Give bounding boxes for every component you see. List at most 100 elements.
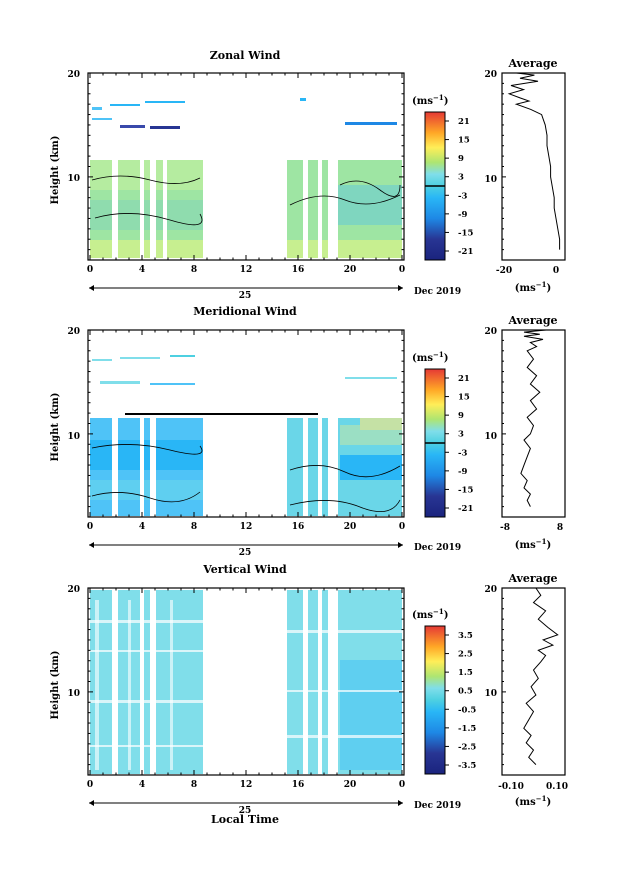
zonal-heatmap [90, 98, 402, 260]
meridional-xtick-6: 0 [399, 522, 405, 532]
zonal-avg-xlabel: (ms−1) [515, 280, 551, 294]
vertical-xtick-2: 8 [191, 780, 197, 790]
zonal-panel: Zonal Wind [50, 49, 566, 301]
vertical-unit-label: (ms−1) [412, 607, 448, 621]
vertical-colorbar-tick-0: 3.5 [458, 631, 473, 641]
zonal-colorbar: (ms−1) 21 15 9 3 -3 -9 -15 -21 [412, 93, 473, 261]
meridional-colorbar: (ms−1) 21 15 9 3 -3 -9 -15 -21 [412, 350, 473, 518]
zonal-avg-title: Average [507, 57, 557, 70]
zonal-xtick-3: 12 [240, 265, 253, 275]
meridional-colorbar-tick-7: -21 [458, 504, 473, 514]
zonal-colorbar-tick-0: 21 [458, 117, 470, 127]
meridional-ytick-20: 20 [67, 327, 80, 337]
zonal-avg-xtick-left: -20 [496, 266, 512, 276]
meridional-avg-xtick-left: -8 [500, 523, 510, 533]
zonal-xtick-4: 16 [292, 265, 305, 275]
zonal-ytick-20: 20 [67, 70, 80, 80]
meridional-xtick-2: 8 [191, 522, 197, 532]
meridional-unit-label: (ms−1) [412, 350, 448, 364]
zonal-avg-ytick-20: 20 [484, 70, 497, 80]
zonal-date-bar: 25 Dec 2019 [89, 285, 461, 301]
vertical-ytick-20: 20 [67, 585, 80, 595]
zonal-xtick-1: 4 [139, 265, 145, 275]
meridional-ylabel: Height (km) [50, 393, 61, 462]
meridional-avg-title: Average [507, 314, 557, 327]
zonal-colorbar-tick-7: -21 [458, 247, 473, 257]
vertical-colorbar-tick-3: 0.5 [458, 687, 473, 697]
vertical-colorbar-tick-5: -1.5 [458, 724, 476, 734]
vertical-heatmap [90, 590, 402, 774]
meridional-avg-ytick-20: 20 [484, 327, 497, 337]
meridional-avg-ytick-10: 10 [484, 432, 497, 442]
vertical-xtick-3: 12 [240, 780, 253, 790]
meridional-average-profile: Average 20 10 -8 8 (ms−1) [484, 314, 566, 551]
meridional-colorbar-tick-5: -9 [458, 467, 468, 477]
meridional-xtick-4: 16 [292, 522, 305, 532]
vertical-colorbar-tick-2: 1.5 [458, 668, 473, 678]
zonal-ytick-10: 10 [67, 174, 80, 184]
vertical-title: Vertical Wind [202, 563, 287, 576]
zonal-colorbar-tick-6: -15 [458, 228, 473, 238]
vertical-panel: Vertical Wind 0 4 8 12 16 20 0 20 10 Heigh [50, 563, 568, 826]
meridional-date-bar: 25 Dec 2019 [89, 542, 461, 558]
zonal-xtick-2: 8 [191, 265, 197, 275]
meridional-heatmap [90, 355, 402, 518]
zonal-date-label: Dec 2019 [414, 287, 461, 297]
zonal-colorbar-tick-3: 3 [458, 173, 464, 183]
vertical-avg-xlabel: (ms−1) [515, 794, 551, 808]
vertical-avg-xtick-right: 0.10 [546, 782, 568, 792]
zonal-average-profile: Average 20 10 -20 0 (ms−1) [484, 57, 566, 294]
vertical-xtick-5: 20 [344, 780, 357, 790]
meridional-title: Meridional Wind [193, 305, 297, 318]
vertical-xtick-4: 16 [292, 780, 305, 790]
vertical-ytick-10: 10 [67, 689, 80, 699]
zonal-colorbar-tick-2: 9 [458, 154, 464, 164]
zonal-average-line [507, 72, 561, 250]
zonal-avg-xtick-right: 0 [553, 266, 559, 276]
meridional-ytick-10: 10 [67, 432, 80, 442]
zonal-xtick-0: 0 [87, 265, 93, 275]
meridional-xtick-5: 20 [344, 522, 357, 532]
zonal-xtick-6: 0 [399, 265, 405, 275]
vertical-avg-title: Average [507, 572, 557, 585]
vertical-average-profile: Average 20 10 -0.10 0.10 (ms−1) [484, 572, 567, 808]
meridional-colorbar-tick-6: -15 [458, 485, 473, 495]
x-axis-label: Local Time [211, 813, 279, 826]
meridional-panel: Meridional Wind [50, 305, 566, 558]
vertical-avg-ytick-10: 10 [484, 689, 497, 699]
vertical-avg-ytick-20: 20 [484, 585, 497, 595]
meridional-avg-xtick-right: 8 [557, 523, 563, 533]
meridional-xtick-1: 4 [139, 522, 145, 532]
zonal-day-label: 25 [239, 291, 252, 301]
vertical-day-label: 25 [239, 806, 252, 816]
meridional-colorbar-tick-3: 3 [458, 430, 464, 440]
meridional-colorbar-tick-0: 21 [458, 374, 470, 384]
vertical-date-label: Dec 2019 [414, 801, 461, 811]
meridional-colorbar-tick-2: 9 [458, 411, 464, 421]
meridional-avg-xlabel: (ms−1) [515, 537, 551, 551]
meridional-xtick-0: 0 [87, 522, 93, 532]
vertical-date-bar: 25 Dec 2019 Local Time [89, 800, 461, 826]
vertical-avg-xtick-left: -0.10 [498, 782, 524, 792]
vertical-colorbar-tick-7: -3.5 [458, 761, 476, 771]
vertical-average-line [523, 587, 559, 765]
vertical-xtick-1: 4 [139, 780, 145, 790]
zonal-avg-ytick-10: 10 [484, 175, 497, 185]
zonal-colorbar-tick-1: 15 [458, 136, 470, 146]
vertical-colorbar-tick-6: -2.5 [458, 742, 476, 752]
meridional-average-line [520, 329, 547, 507]
meridional-colorbar-tick-1: 15 [458, 393, 470, 403]
vertical-xtick-6: 0 [399, 780, 405, 790]
vertical-xtick-0: 0 [87, 780, 93, 790]
zonal-title: Zonal Wind [210, 49, 281, 62]
vertical-ylabel: Height (km) [50, 651, 61, 720]
vertical-colorbar: (ms−1) 3.5 2.5 1.5 0.5 -0.5 -1.5 -2.5 -3.5 [412, 607, 476, 775]
zonal-ylabel: Height (km) [50, 136, 61, 205]
zonal-xtick-5: 20 [344, 265, 357, 275]
vertical-colorbar-tick-4: -0.5 [458, 705, 476, 715]
meridional-xtick-3: 12 [240, 522, 253, 532]
meridional-day-label: 25 [239, 548, 252, 558]
zonal-colorbar-tick-4: -3 [458, 191, 468, 201]
zonal-unit-label: (ms−1) [412, 93, 448, 107]
